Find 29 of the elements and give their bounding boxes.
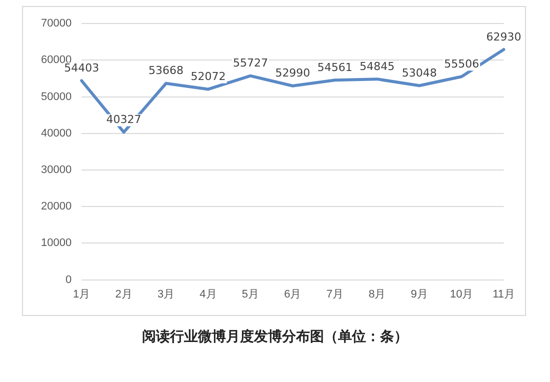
x-tick-label: 4月	[200, 288, 217, 300]
y-tick-label: 10000	[40, 237, 72, 250]
data-label: 54561	[317, 60, 352, 74]
x-tick-label: 7月	[326, 288, 344, 300]
y-tick-label: 30000	[40, 164, 72, 176]
data-label: 53048	[402, 66, 437, 80]
y-tick-label: 0	[65, 274, 72, 286]
x-tick-label: 8月	[368, 288, 386, 300]
x-tick-label: 6月	[284, 288, 302, 300]
x-tick-label: 2月	[115, 288, 132, 300]
data-label: 55727	[232, 56, 268, 70]
data-label: 55506	[444, 58, 480, 71]
data-label: 53668	[148, 64, 184, 78]
x-tick-label: 3月	[157, 288, 175, 300]
data-label: 62930	[486, 30, 522, 44]
y-tick-label: 40000	[40, 127, 72, 140]
y-tick-label: 50000	[40, 90, 72, 103]
text: 阅读行业微博月度发博分布图（单位：条）	[141, 328, 409, 346]
data-label: 52990	[275, 66, 310, 80]
x-tick-label: 5月	[242, 288, 260, 300]
data-label: 52072	[190, 70, 226, 84]
x-tick-label: 10月	[450, 288, 474, 300]
x-tick-label: 11月	[492, 288, 515, 300]
x-tick-label: 9月	[410, 288, 428, 300]
x-tick-label: 1月	[73, 288, 90, 300]
data-label: 54845	[360, 60, 395, 73]
data-label: 40327	[106, 113, 142, 126]
y-tick-label: 70000	[40, 18, 72, 30]
y-tick-label: 20000	[40, 200, 72, 213]
